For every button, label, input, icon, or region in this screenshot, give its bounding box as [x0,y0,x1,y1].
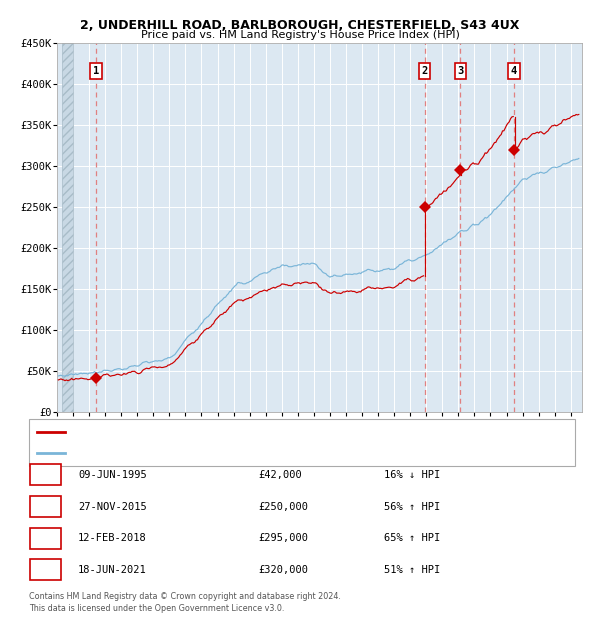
Text: 4: 4 [511,66,517,76]
Text: 16% ↓ HPI: 16% ↓ HPI [384,470,440,480]
Text: £320,000: £320,000 [258,565,308,575]
Text: 3: 3 [43,533,49,543]
Text: 1: 1 [43,470,49,480]
Text: 2: 2 [43,502,49,512]
Text: 3: 3 [457,66,463,76]
Text: 09-JUN-1995: 09-JUN-1995 [78,470,147,480]
Text: This data is licensed under the Open Government Licence v3.0.: This data is licensed under the Open Gov… [29,603,284,613]
Text: HPI: Average price, detached house, Bolsover: HPI: Average price, detached house, Bols… [70,448,276,458]
Text: 1: 1 [93,66,99,76]
Text: 51% ↑ HPI: 51% ↑ HPI [384,565,440,575]
Text: £42,000: £42,000 [258,470,302,480]
Text: 4: 4 [43,565,49,575]
Text: 65% ↑ HPI: 65% ↑ HPI [384,533,440,543]
Text: Price paid vs. HM Land Registry's House Price Index (HPI): Price paid vs. HM Land Registry's House … [140,30,460,40]
Bar [62,43,73,412]
Text: 18-JUN-2021: 18-JUN-2021 [78,565,147,575]
Text: £250,000: £250,000 [258,502,308,512]
Text: £295,000: £295,000 [258,533,308,543]
Text: 27-NOV-2015: 27-NOV-2015 [78,502,147,512]
Text: 2, UNDERHILL ROAD, BARLBOROUGH, CHESTERFIELD, S43 4UX (detached house): 2, UNDERHILL ROAD, BARLBOROUGH, CHESTERF… [70,428,436,437]
Text: 12-FEB-2018: 12-FEB-2018 [78,533,147,543]
Text: 2, UNDERHILL ROAD, BARLBOROUGH, CHESTERFIELD, S43 4UX: 2, UNDERHILL ROAD, BARLBOROUGH, CHESTERF… [80,19,520,32]
Text: 56% ↑ HPI: 56% ↑ HPI [384,502,440,512]
Text: 2: 2 [422,66,428,76]
Text: Contains HM Land Registry data © Crown copyright and database right 2024.: Contains HM Land Registry data © Crown c… [29,592,341,601]
